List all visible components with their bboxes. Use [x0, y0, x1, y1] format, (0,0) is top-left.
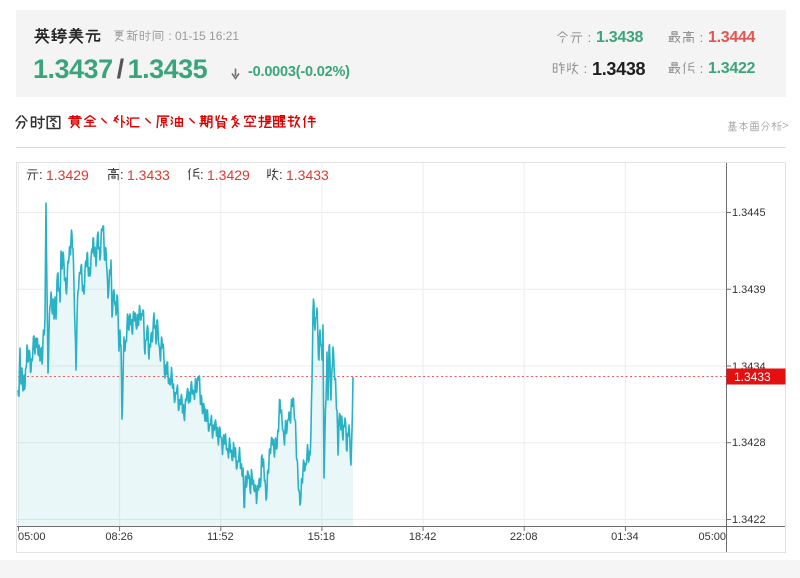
svg-text:08:26: 08:26	[105, 531, 133, 543]
svg-text:11:52: 11:52	[207, 531, 234, 543]
svg-text:1.3433: 1.3433	[734, 370, 771, 384]
svg-text:05:00: 05:00	[18, 531, 46, 543]
svg-text:18:42: 18:42	[409, 531, 437, 543]
svg-text:01:34: 01:34	[611, 531, 639, 543]
svg-text:1.3445: 1.3445	[732, 207, 766, 219]
svg-text:05:00: 05:00	[698, 531, 726, 543]
svg-text:1.3422: 1.3422	[732, 514, 766, 526]
svg-text:1.3428: 1.3428	[732, 437, 766, 449]
svg-text:15:18: 15:18	[308, 531, 336, 543]
svg-text:22:08: 22:08	[510, 531, 538, 543]
svg-text:1.3439: 1.3439	[732, 284, 766, 296]
